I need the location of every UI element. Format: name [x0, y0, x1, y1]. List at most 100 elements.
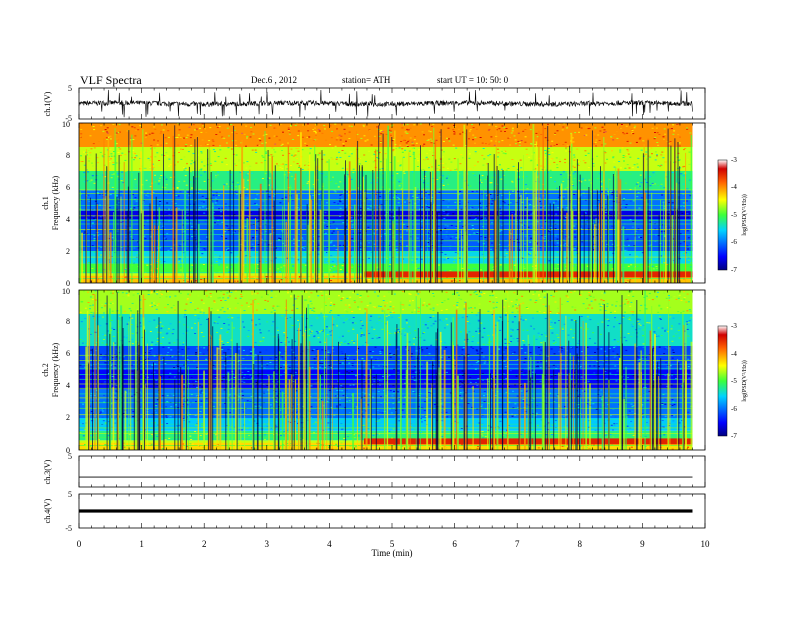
spectrogram-pixel [114, 423, 116, 424]
spectrogram-pixel [318, 129, 320, 130]
dark-streak [569, 146, 570, 283]
spectrogram-pixel [319, 170, 321, 171]
spectrogram-pixel [574, 248, 576, 249]
spectrogram-pixel [564, 162, 566, 163]
spectrogram-pixel [611, 150, 613, 151]
spectrogram-pixel [474, 165, 476, 166]
spectrogram-pixel [443, 151, 445, 152]
spectrogram-pixel [683, 197, 685, 198]
sferic-streak [265, 131, 266, 283]
spectrogram-pixel [449, 248, 451, 249]
spectrogram-pixel [281, 150, 283, 151]
spectrogram-pixel [595, 430, 597, 431]
spectrogram-pixel [409, 151, 411, 152]
spectrogram-pixel [295, 125, 297, 126]
spectrogram-pixel [333, 231, 335, 232]
spectrogram-pixel [110, 194, 112, 195]
ch1-colorbar-label: log(PSD(V²/Hz)) [741, 194, 748, 235]
spectrogram-pixel [367, 139, 369, 140]
spectrogram-pixel [448, 159, 450, 160]
spectrogram-pixel [396, 173, 398, 174]
spectrogram-pixel [503, 153, 505, 154]
spectrogram-pixel [241, 133, 243, 134]
sferic-streak [139, 172, 141, 283]
spectrogram-pixel [472, 214, 474, 215]
spectrogram-pixel [654, 137, 656, 138]
sferic-streak [622, 226, 624, 283]
spectrogram-pixel [402, 152, 404, 153]
spectrogram-pixel [565, 148, 567, 149]
spectrogram-pixel [104, 435, 106, 436]
spectrogram-pixel [686, 128, 688, 129]
spectrogram-pixel [262, 157, 264, 158]
spectrogram-pixel [271, 147, 273, 148]
spectrogram-pixel [218, 208, 220, 209]
dark-streak [275, 165, 276, 283]
spectrogram-pixel [500, 230, 502, 231]
spectrogram-pixel [336, 159, 338, 160]
spectrogram-pixel [555, 236, 557, 237]
spectrogram-pixel [349, 412, 351, 413]
spectrogram-pixel [274, 136, 276, 137]
spectrogram-pixel [446, 231, 448, 232]
spectrogram-pixel [120, 155, 122, 156]
spectrogram-pixel [605, 435, 607, 436]
spectrogram-pixel [481, 202, 483, 203]
spectrogram-pixel [652, 223, 654, 224]
spectrogram-pixel [331, 131, 333, 132]
spectrogram-pixel [498, 141, 500, 142]
spectrogram-pixel [461, 201, 463, 202]
dark-streak [620, 194, 621, 283]
spectrogram-pixel [200, 132, 202, 133]
spectrogram-pixel [363, 432, 365, 433]
spectrogram-pixel [670, 141, 672, 142]
dark-streak [420, 145, 421, 283]
spectrogram-pixel [314, 128, 316, 129]
spectrogram-pixel [246, 198, 248, 199]
ch1-y-axis-label: ch.1(V) [43, 91, 52, 116]
spectrogram-pixel [497, 149, 499, 150]
spectrogram-pixel [574, 178, 576, 179]
spectrogram-pixel [472, 173, 474, 174]
spectrogram-pixel [331, 233, 333, 234]
spectrogram-pixel [100, 152, 102, 153]
spectrogram-pixel [485, 179, 487, 180]
spectrogram-pixel [93, 218, 95, 219]
spectrogram-pixel [585, 135, 587, 136]
spectrogram-pixel [373, 435, 375, 436]
spectrogram-pixel [349, 132, 351, 133]
dark-streak [197, 137, 198, 283]
spectrogram-pixel [214, 161, 216, 162]
spectrogram-pixel [649, 244, 651, 245]
spectrogram-pixel [365, 161, 367, 162]
spectrogram-pixel [201, 169, 203, 170]
spectrogram-pixel [204, 171, 206, 172]
dark-streak [268, 150, 269, 283]
spectrogram-pixel [101, 443, 103, 444]
spectrogram-pixel [504, 202, 506, 203]
spectrogram-pixel [177, 145, 179, 146]
spectrogram-pixel [168, 192, 170, 193]
spectrogram-pixel [448, 173, 450, 174]
spectrogram-pixel [290, 165, 292, 166]
sferic-streak [354, 205, 356, 283]
spectrogram-pixel [453, 269, 455, 270]
spectrogram-pixel [397, 180, 399, 181]
spectrogram-pixel [474, 175, 476, 176]
spectrogram-pixel [298, 167, 300, 168]
sferic-streak [260, 184, 262, 283]
spectrogram-pixel [501, 124, 503, 125]
spectrogram-pixel [634, 127, 636, 128]
spectrogram-pixel [170, 230, 172, 231]
spectrogram-pixel [511, 159, 513, 160]
spectrogram-pixel [132, 153, 134, 154]
sferic-streak [409, 230, 410, 283]
spectrogram-pixel [132, 139, 134, 140]
spectrogram-pixel [191, 188, 193, 189]
spectrogram-pixel [339, 201, 341, 202]
spectrogram-pixel [506, 128, 508, 129]
spectrogram-pixel [623, 155, 625, 156]
spectrogram-pixel [630, 421, 632, 422]
spectrogram-pixel [194, 431, 196, 432]
spectrogram-pixel [655, 151, 657, 152]
